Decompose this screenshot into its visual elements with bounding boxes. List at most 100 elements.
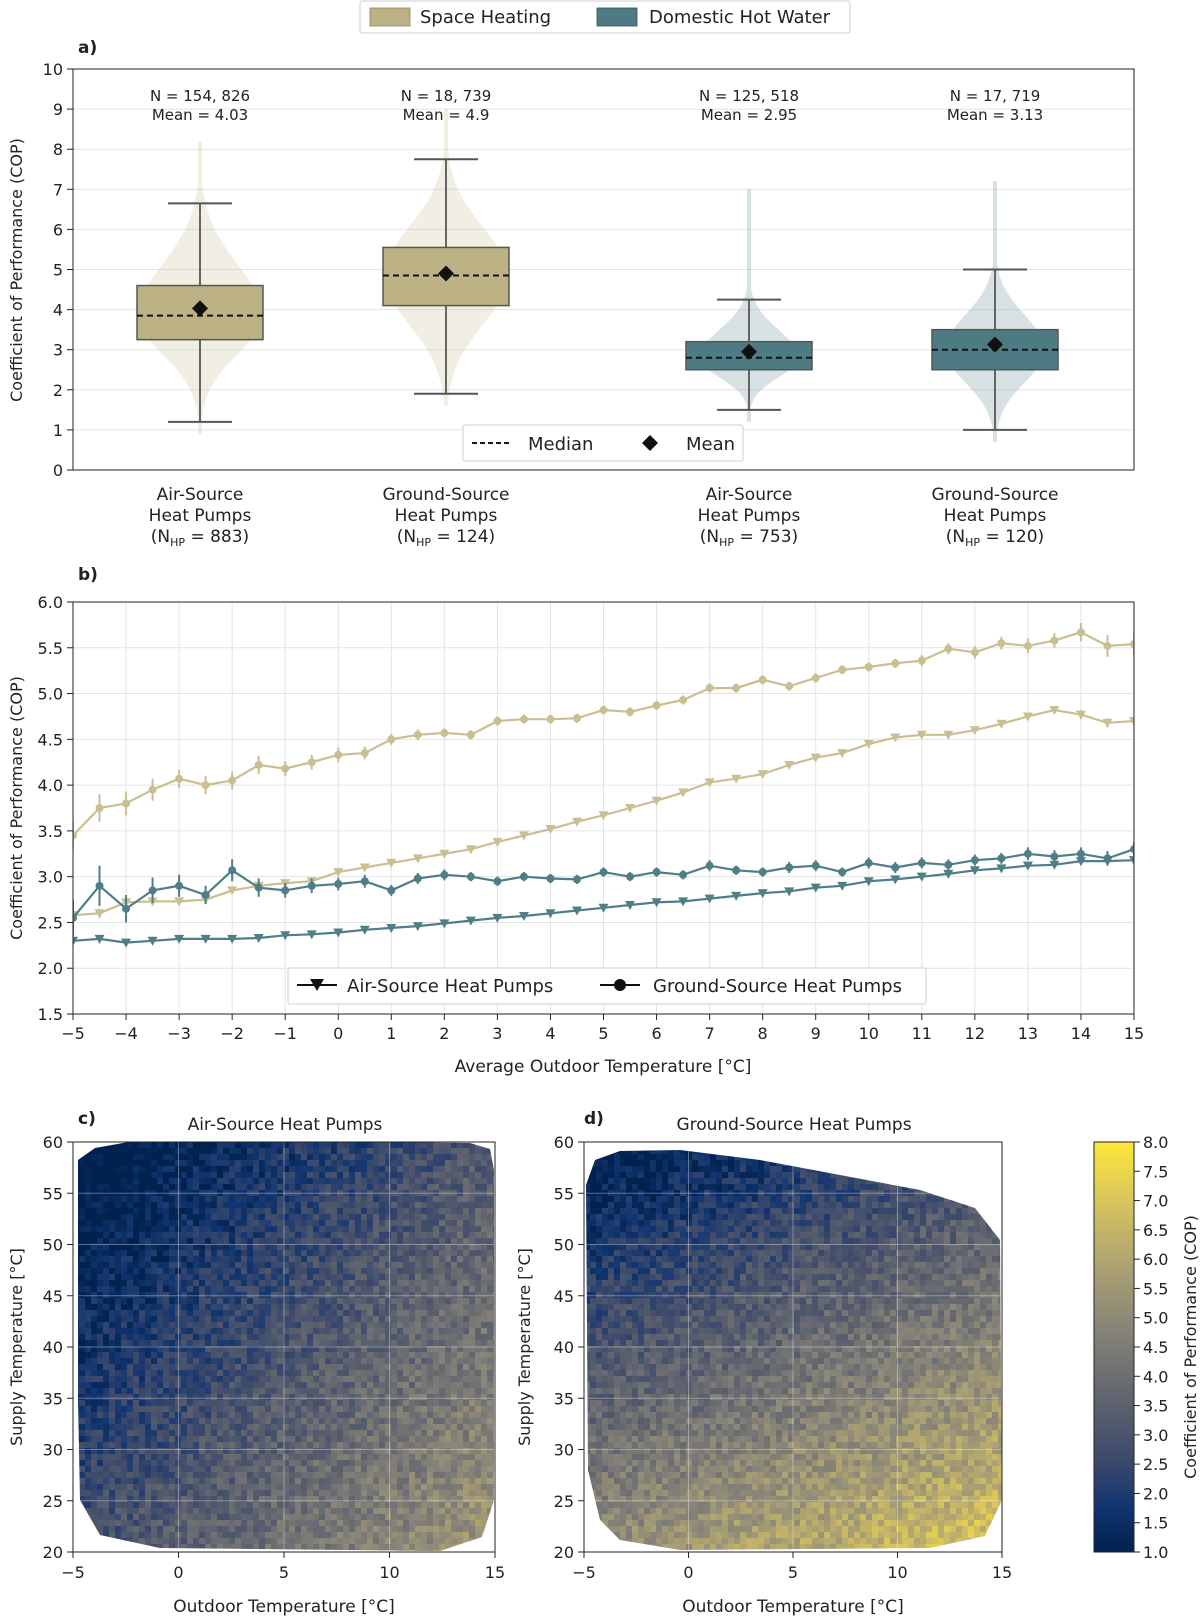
panel-c-cell (421, 1526, 427, 1532)
panel-c-cell (319, 1526, 325, 1532)
panel-c-cell (373, 1520, 379, 1526)
panel-c-cell (325, 1376, 331, 1382)
panel-c-cell (409, 1490, 415, 1496)
panel-c-cell (169, 1166, 175, 1172)
panel-c-cell (151, 1436, 157, 1442)
panel-c-cell (433, 1286, 439, 1292)
panel-c-cell (301, 1466, 307, 1472)
panel-c-cell (169, 1154, 175, 1160)
panel-c-cell (211, 1514, 217, 1520)
panel-c-cell (355, 1208, 361, 1214)
panel-c-cell (349, 1340, 355, 1346)
panel-c-cell (325, 1328, 331, 1334)
panel-c-cell (121, 1328, 127, 1334)
panel-c-cell (115, 1268, 121, 1274)
panel-c-cell (109, 1526, 115, 1532)
panel-c-cell (307, 1250, 313, 1256)
panel-c-cell (103, 1460, 109, 1466)
panel-c-cell (295, 1148, 301, 1154)
panel-c-cell (319, 1262, 325, 1268)
panel-c-cell (115, 1520, 121, 1526)
panel-c-cell (193, 1316, 199, 1322)
panel-c-cell (97, 1328, 103, 1334)
panel-c-cell (193, 1262, 199, 1268)
data-point (227, 886, 238, 896)
panel-c-cell (445, 1490, 451, 1496)
panel-b-x-tick-label: 13 (1018, 1024, 1038, 1043)
panel-c-cell (229, 1250, 235, 1256)
panel-c-cell (253, 1184, 259, 1190)
panel-c-cell (109, 1490, 115, 1496)
panel-c-cell (115, 1328, 121, 1334)
panel-c-cell (361, 1196, 367, 1202)
panel-c-cell (391, 1274, 397, 1280)
panel-c-cell (175, 1508, 181, 1514)
panel-c-cell (301, 1460, 307, 1466)
panel-c-cell (379, 1304, 385, 1310)
panel-c-cell (151, 1148, 157, 1154)
panel-c-cell (397, 1412, 403, 1418)
panel-c-cell (451, 1226, 457, 1232)
panel-c-cell (337, 1466, 343, 1472)
panel-c-cell (169, 1514, 175, 1520)
n-label: N = 18, 739 (401, 87, 492, 105)
panel-c-cell (409, 1496, 415, 1502)
panel-c-cell (109, 1280, 115, 1286)
panel-c-cell (349, 1148, 355, 1154)
panel-c-cell (397, 1292, 403, 1298)
panel-c-cell (253, 1292, 259, 1298)
panel-c-cell (103, 1184, 109, 1190)
panel-c-cell (199, 1232, 205, 1238)
panel-c-cell (78, 1340, 79, 1346)
panel-c-cell (277, 1184, 283, 1190)
panel-c-cell (217, 1328, 223, 1334)
panel-c-cell (205, 1208, 211, 1214)
panel-c-cell (343, 1472, 349, 1478)
panel-c-cell (427, 1442, 433, 1448)
panel-c-cell (217, 1430, 223, 1436)
panel-c-cell (211, 1436, 217, 1442)
panel-c-cell (337, 1364, 343, 1370)
panel-c-cell (307, 1394, 313, 1400)
panel-c-cell (313, 1238, 319, 1244)
panel-c-cell (361, 1238, 367, 1244)
panel-c-cell (91, 1208, 97, 1214)
panel-c-cell (313, 1412, 319, 1418)
panel-c-cell (283, 1358, 289, 1364)
panel-c-cell (115, 1214, 121, 1220)
panel-c-cell (211, 1532, 217, 1538)
panel-c-cell (277, 1514, 283, 1520)
panel-c-cell (313, 1502, 319, 1508)
panel-c-cell (115, 1322, 121, 1328)
panel-c-cell (241, 1244, 247, 1250)
data-point (784, 887, 795, 897)
panel-c-cell (199, 1274, 205, 1280)
panel-c-cell (361, 1532, 367, 1538)
panel-c-cell (133, 1172, 139, 1178)
panel-c-cell (115, 1208, 121, 1214)
panel-c-cell (295, 1418, 301, 1424)
panel-c-cell (85, 1226, 91, 1232)
panel-c-cell (361, 1220, 367, 1226)
panel-c-cell (121, 1430, 127, 1436)
panel-c-cell (289, 1286, 295, 1292)
panel-c-cell (361, 1328, 367, 1334)
panel-c-cell (145, 1274, 151, 1280)
panel-c-cell (259, 1550, 265, 1551)
panel-c-cell (433, 1148, 439, 1154)
panel-c-cell (127, 1550, 133, 1551)
panel-c-cell (265, 1238, 271, 1244)
panel-c-cell (289, 1472, 295, 1478)
panel-c-cell (283, 1454, 289, 1460)
panel-c-cell (271, 1544, 277, 1550)
panel-c-cell (139, 1406, 145, 1412)
panel-c-cell (379, 1208, 385, 1214)
panel-c-cell (439, 1250, 445, 1256)
panel-c-cell (295, 1514, 301, 1520)
panel-c-cell (85, 1352, 91, 1358)
panel-b-x-tick-label: −1 (273, 1024, 297, 1043)
data-point (73, 913, 77, 922)
data-point (704, 778, 715, 788)
panel-c-cell (325, 1364, 331, 1370)
panel-c-cell (145, 1454, 151, 1460)
